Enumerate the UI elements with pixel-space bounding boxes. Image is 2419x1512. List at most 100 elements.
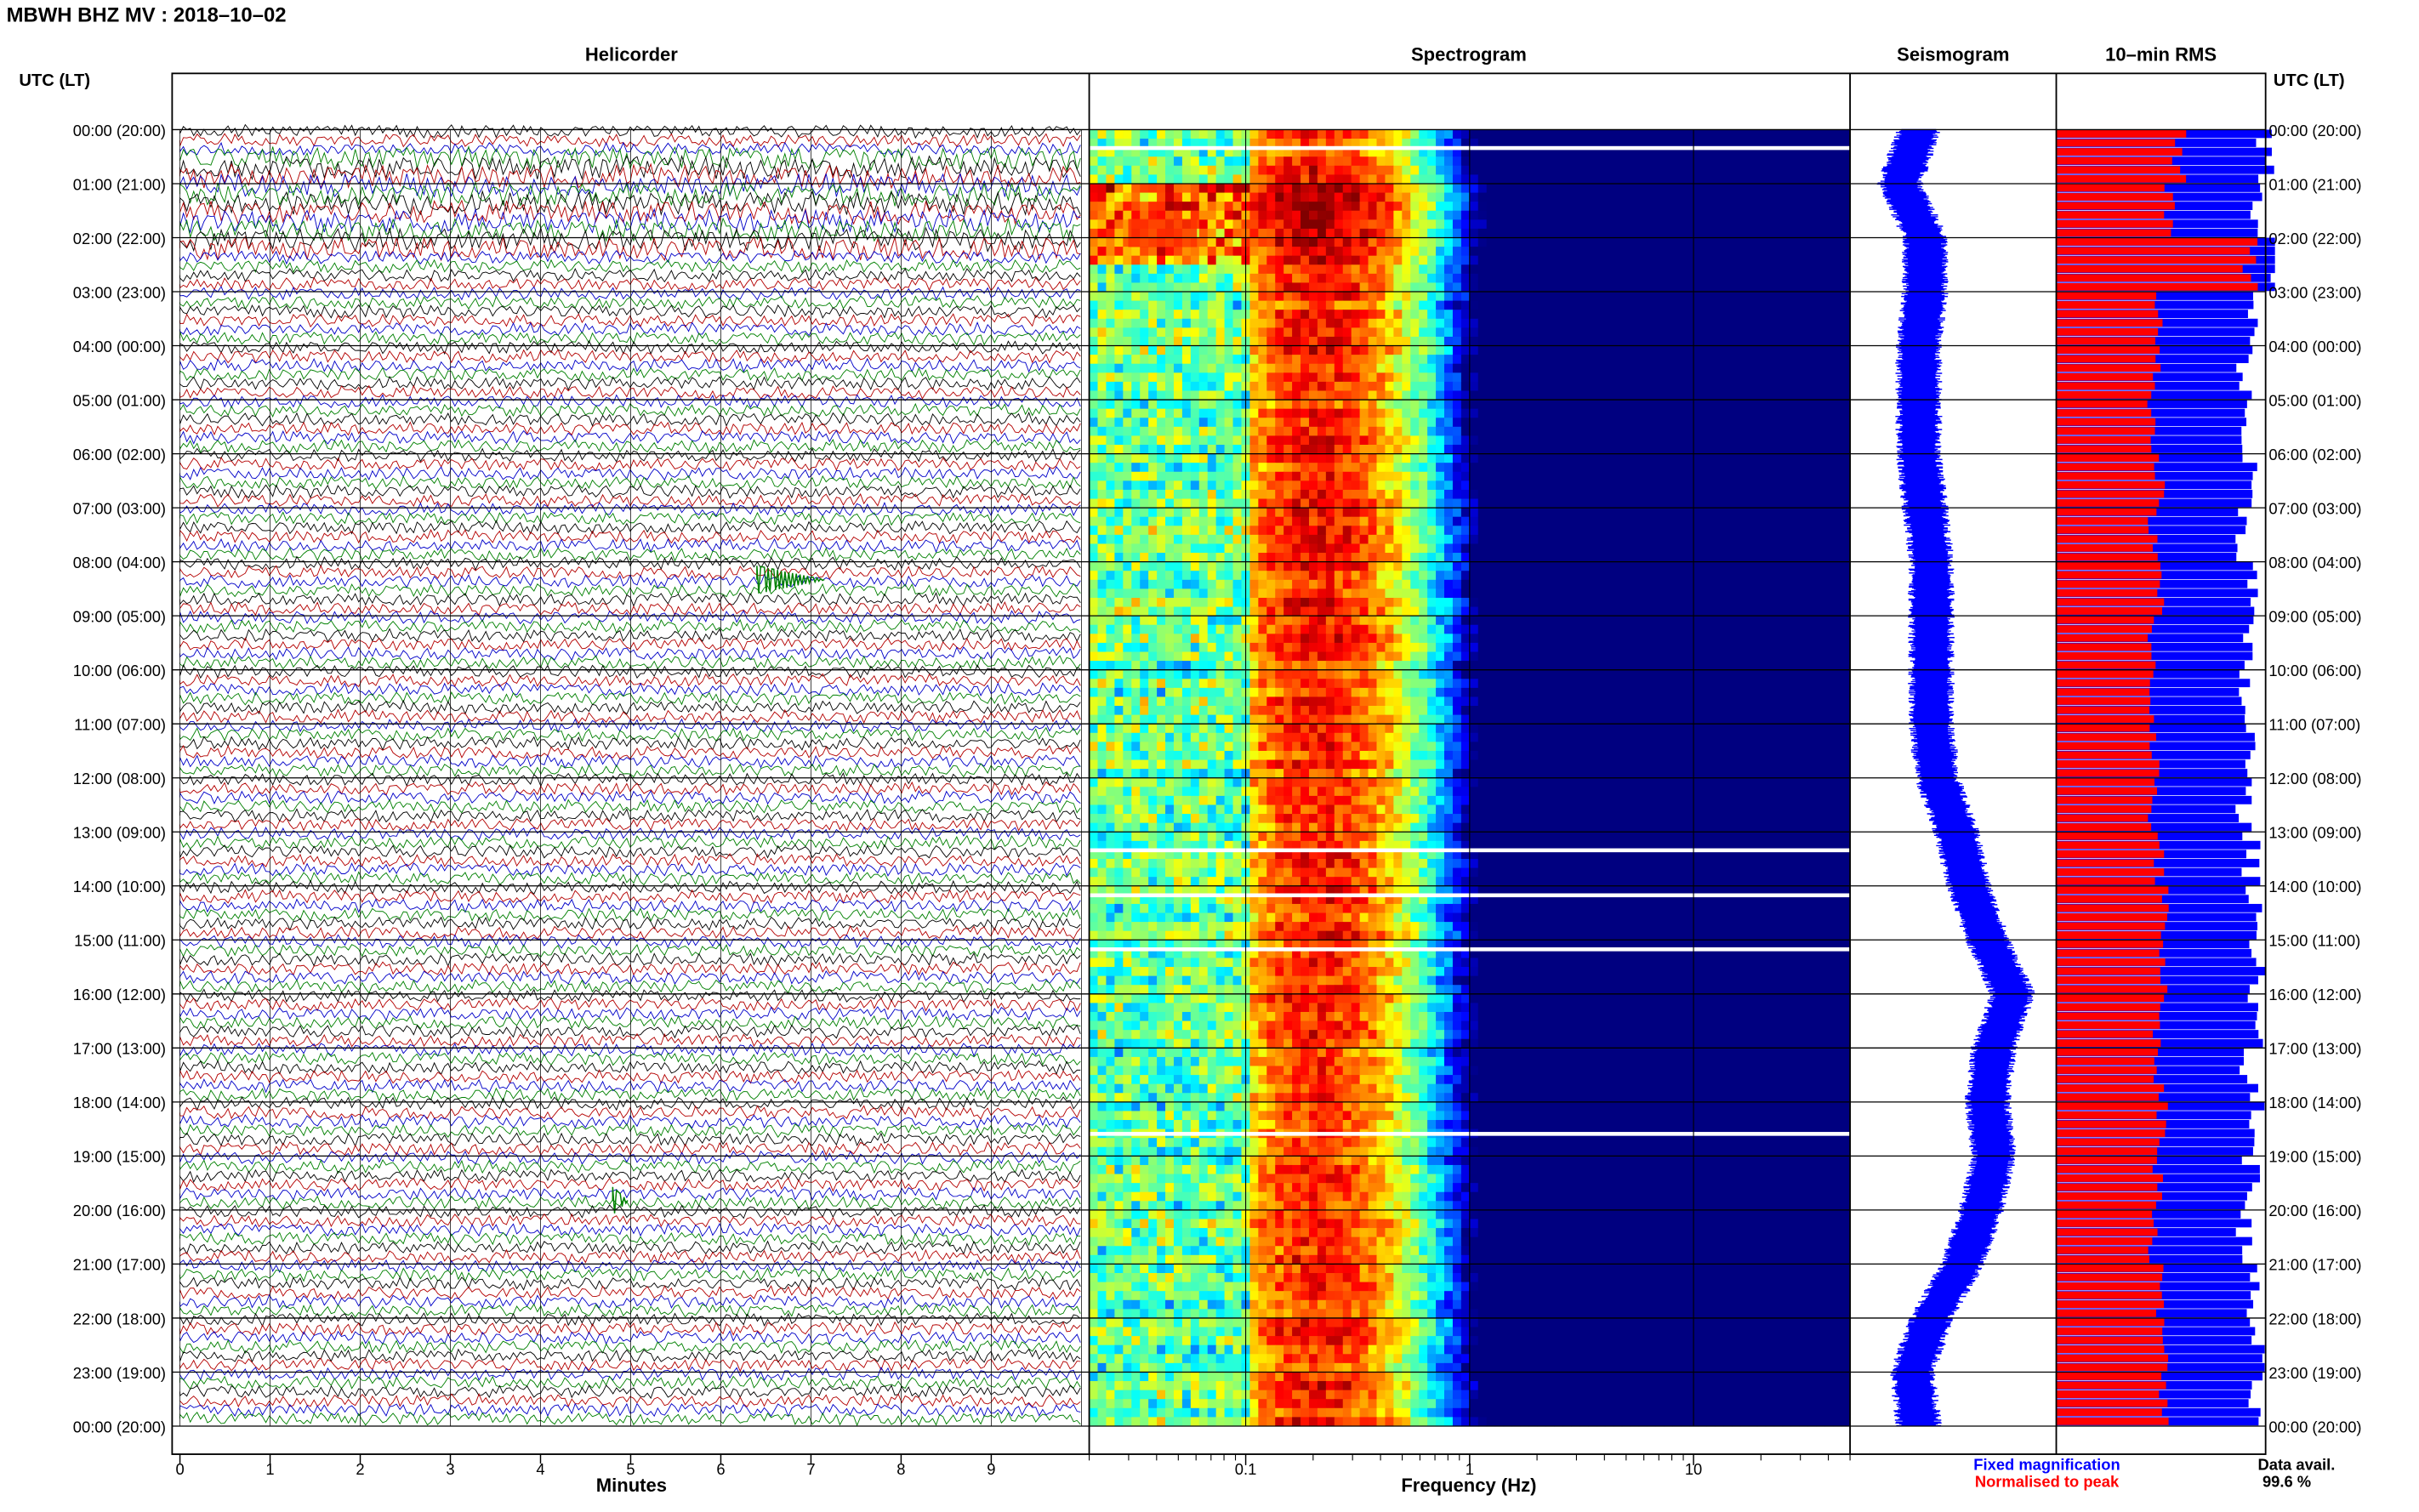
helicorder-row xyxy=(179,565,1081,580)
rms-bar-fixed xyxy=(2056,1246,2243,1255)
rms-bar-normalised xyxy=(2056,472,2155,480)
helicorder-row xyxy=(179,1032,1081,1048)
rms-bar-fixed xyxy=(2056,706,2245,714)
rms-bar-normalised xyxy=(2056,832,2158,840)
rms-bar-normalised xyxy=(2056,372,2154,381)
helicorder-row xyxy=(179,736,1081,751)
rms-bar-fixed xyxy=(2056,400,2247,408)
time-labels-right: 00:00 (20:00) 01:00 (21:00) 02:00 (22:00) 0… xyxy=(2268,122,2361,1436)
time-label-left: 13:00 (09:00) xyxy=(73,824,166,842)
rms-bar-normalised xyxy=(2056,715,2154,723)
time-label-left: 17:00 (13:00) xyxy=(73,1040,166,1058)
rms-bars xyxy=(2056,129,2275,1426)
time-label-right: 19:00 (15:00) xyxy=(2268,1148,2361,1166)
helicorder-row xyxy=(179,555,1081,571)
spectrogram-heatmap xyxy=(1089,129,1851,1427)
legend-normalised-to-peak: Normalised to peak xyxy=(1975,1473,2120,1491)
rms-bar-fixed xyxy=(2056,1236,2252,1246)
rms-bar-normalised xyxy=(2056,661,2156,669)
rms-bar-fixed xyxy=(2056,634,2244,643)
helicorder-row xyxy=(179,1006,1081,1021)
rms-bar-normalised xyxy=(2056,409,2152,417)
helicorder-traces xyxy=(179,123,1081,1427)
spectrogram-tick-label: 10 xyxy=(1685,1460,1702,1478)
time-label-left: 00:00 (20:00) xyxy=(73,1418,166,1435)
rms-bar-normalised xyxy=(2056,499,2160,507)
time-label-right: 05:00 (01:00) xyxy=(2268,391,2361,409)
helicorder-row xyxy=(179,162,1081,190)
rms-bar-fixed xyxy=(2056,463,2257,472)
time-label-left: 00:00 (20:00) xyxy=(73,122,166,139)
rms-bar-normalised xyxy=(2056,139,2176,147)
helicorder-row xyxy=(179,133,1081,148)
seismogram-title: Seismogram xyxy=(1897,44,2009,65)
rms-bar-normalised xyxy=(2056,859,2154,867)
rms-bar-normalised xyxy=(2056,1300,2165,1309)
helicorder-row xyxy=(179,357,1081,373)
rms-bar-fixed xyxy=(2056,642,2253,651)
helicorder-row xyxy=(179,1231,1081,1247)
rms-bar-normalised xyxy=(2056,1030,2154,1038)
time-label-right: 14:00 (10:00) xyxy=(2268,878,2361,895)
helicorder-row xyxy=(179,1357,1081,1373)
helicorder-row xyxy=(179,484,1081,499)
rms-bar-normalised xyxy=(2056,1165,2153,1174)
rms-bar-fixed xyxy=(2056,877,2261,886)
time-label-left: 06:00 (02:00) xyxy=(73,446,166,463)
rms-bar-normalised xyxy=(2056,958,2166,966)
time-label-left: 16:00 (12:00) xyxy=(73,986,166,1003)
helicorder-row xyxy=(179,1222,1081,1237)
rms-bar-normalised xyxy=(2056,877,2155,885)
helicorder-row xyxy=(179,537,1081,554)
helicorder-row xyxy=(179,1266,1081,1282)
rms-bar-normalised xyxy=(2056,733,2156,742)
time-label-left: 03:00 (23:00) xyxy=(73,283,166,301)
helicorder-row xyxy=(179,1069,1081,1084)
spectrogram-tick-label: 0.1 xyxy=(1235,1460,1257,1478)
helicorder-row xyxy=(179,1024,1081,1039)
rms-bar-normalised xyxy=(2056,130,2187,138)
helicorder-row xyxy=(179,618,1081,634)
rms-bar-normalised xyxy=(2056,346,2160,354)
time-label-left: 08:00 (04:00) xyxy=(73,554,166,571)
rms-bar-normalised xyxy=(2056,796,2153,804)
helicorder-row xyxy=(179,834,1081,850)
time-label-right: 23:00 (19:00) xyxy=(2268,1364,2361,1382)
helicorder-xlabel: Minutes xyxy=(596,1475,667,1496)
rms-bar-fixed xyxy=(2056,724,2246,733)
rms-bar-normalised xyxy=(2056,940,2164,948)
helicorder-row xyxy=(179,628,1081,643)
time-label-left: 12:00 (08:00) xyxy=(73,770,166,787)
rms-bar-fixed xyxy=(2056,858,2260,867)
rms-bar-normalised xyxy=(2056,454,2160,462)
time-label-right: 00:00 (20:00) xyxy=(2268,1418,2361,1435)
rms-bar-normalised xyxy=(2056,1012,2160,1020)
helicorder-row xyxy=(179,402,1081,418)
helicorder-row xyxy=(179,217,1081,242)
helicorder-row xyxy=(179,681,1081,697)
time-label-right: 01:00 (21:00) xyxy=(2268,175,2361,193)
rms-bar-normalised xyxy=(2056,1111,2157,1119)
helicorder-row xyxy=(179,313,1081,328)
time-label-right: 08:00 (04:00) xyxy=(2268,554,2361,571)
time-label-left: 18:00 (14:00) xyxy=(73,1094,166,1111)
rms-bar-fixed xyxy=(2056,1030,2259,1039)
rms-bar-normalised xyxy=(2056,435,2151,444)
time-label-right: 02:00 (22:00) xyxy=(2268,230,2361,247)
rms-bar-normalised xyxy=(2056,778,2155,787)
helicorder-row xyxy=(179,1159,1081,1174)
rms-bar-normalised xyxy=(2056,787,2157,795)
helicorder-row xyxy=(179,286,1081,301)
helicorder-tick-label: 7 xyxy=(806,1460,815,1478)
rms-bar-normalised xyxy=(2056,148,2183,156)
rms-bar-normalised xyxy=(2056,1345,2165,1353)
rms-bar-normalised xyxy=(2056,508,2157,516)
rms-bar-normalised xyxy=(2056,247,2251,255)
time-label-left: 11:00 (07:00) xyxy=(74,716,166,734)
helicorder-row xyxy=(179,421,1081,436)
helicorder-row xyxy=(179,466,1081,481)
helicorder-row xyxy=(179,1240,1081,1255)
helicorder-row xyxy=(179,1132,1081,1147)
rms-bar-normalised xyxy=(2056,391,2152,399)
helicorder-row xyxy=(179,889,1081,905)
